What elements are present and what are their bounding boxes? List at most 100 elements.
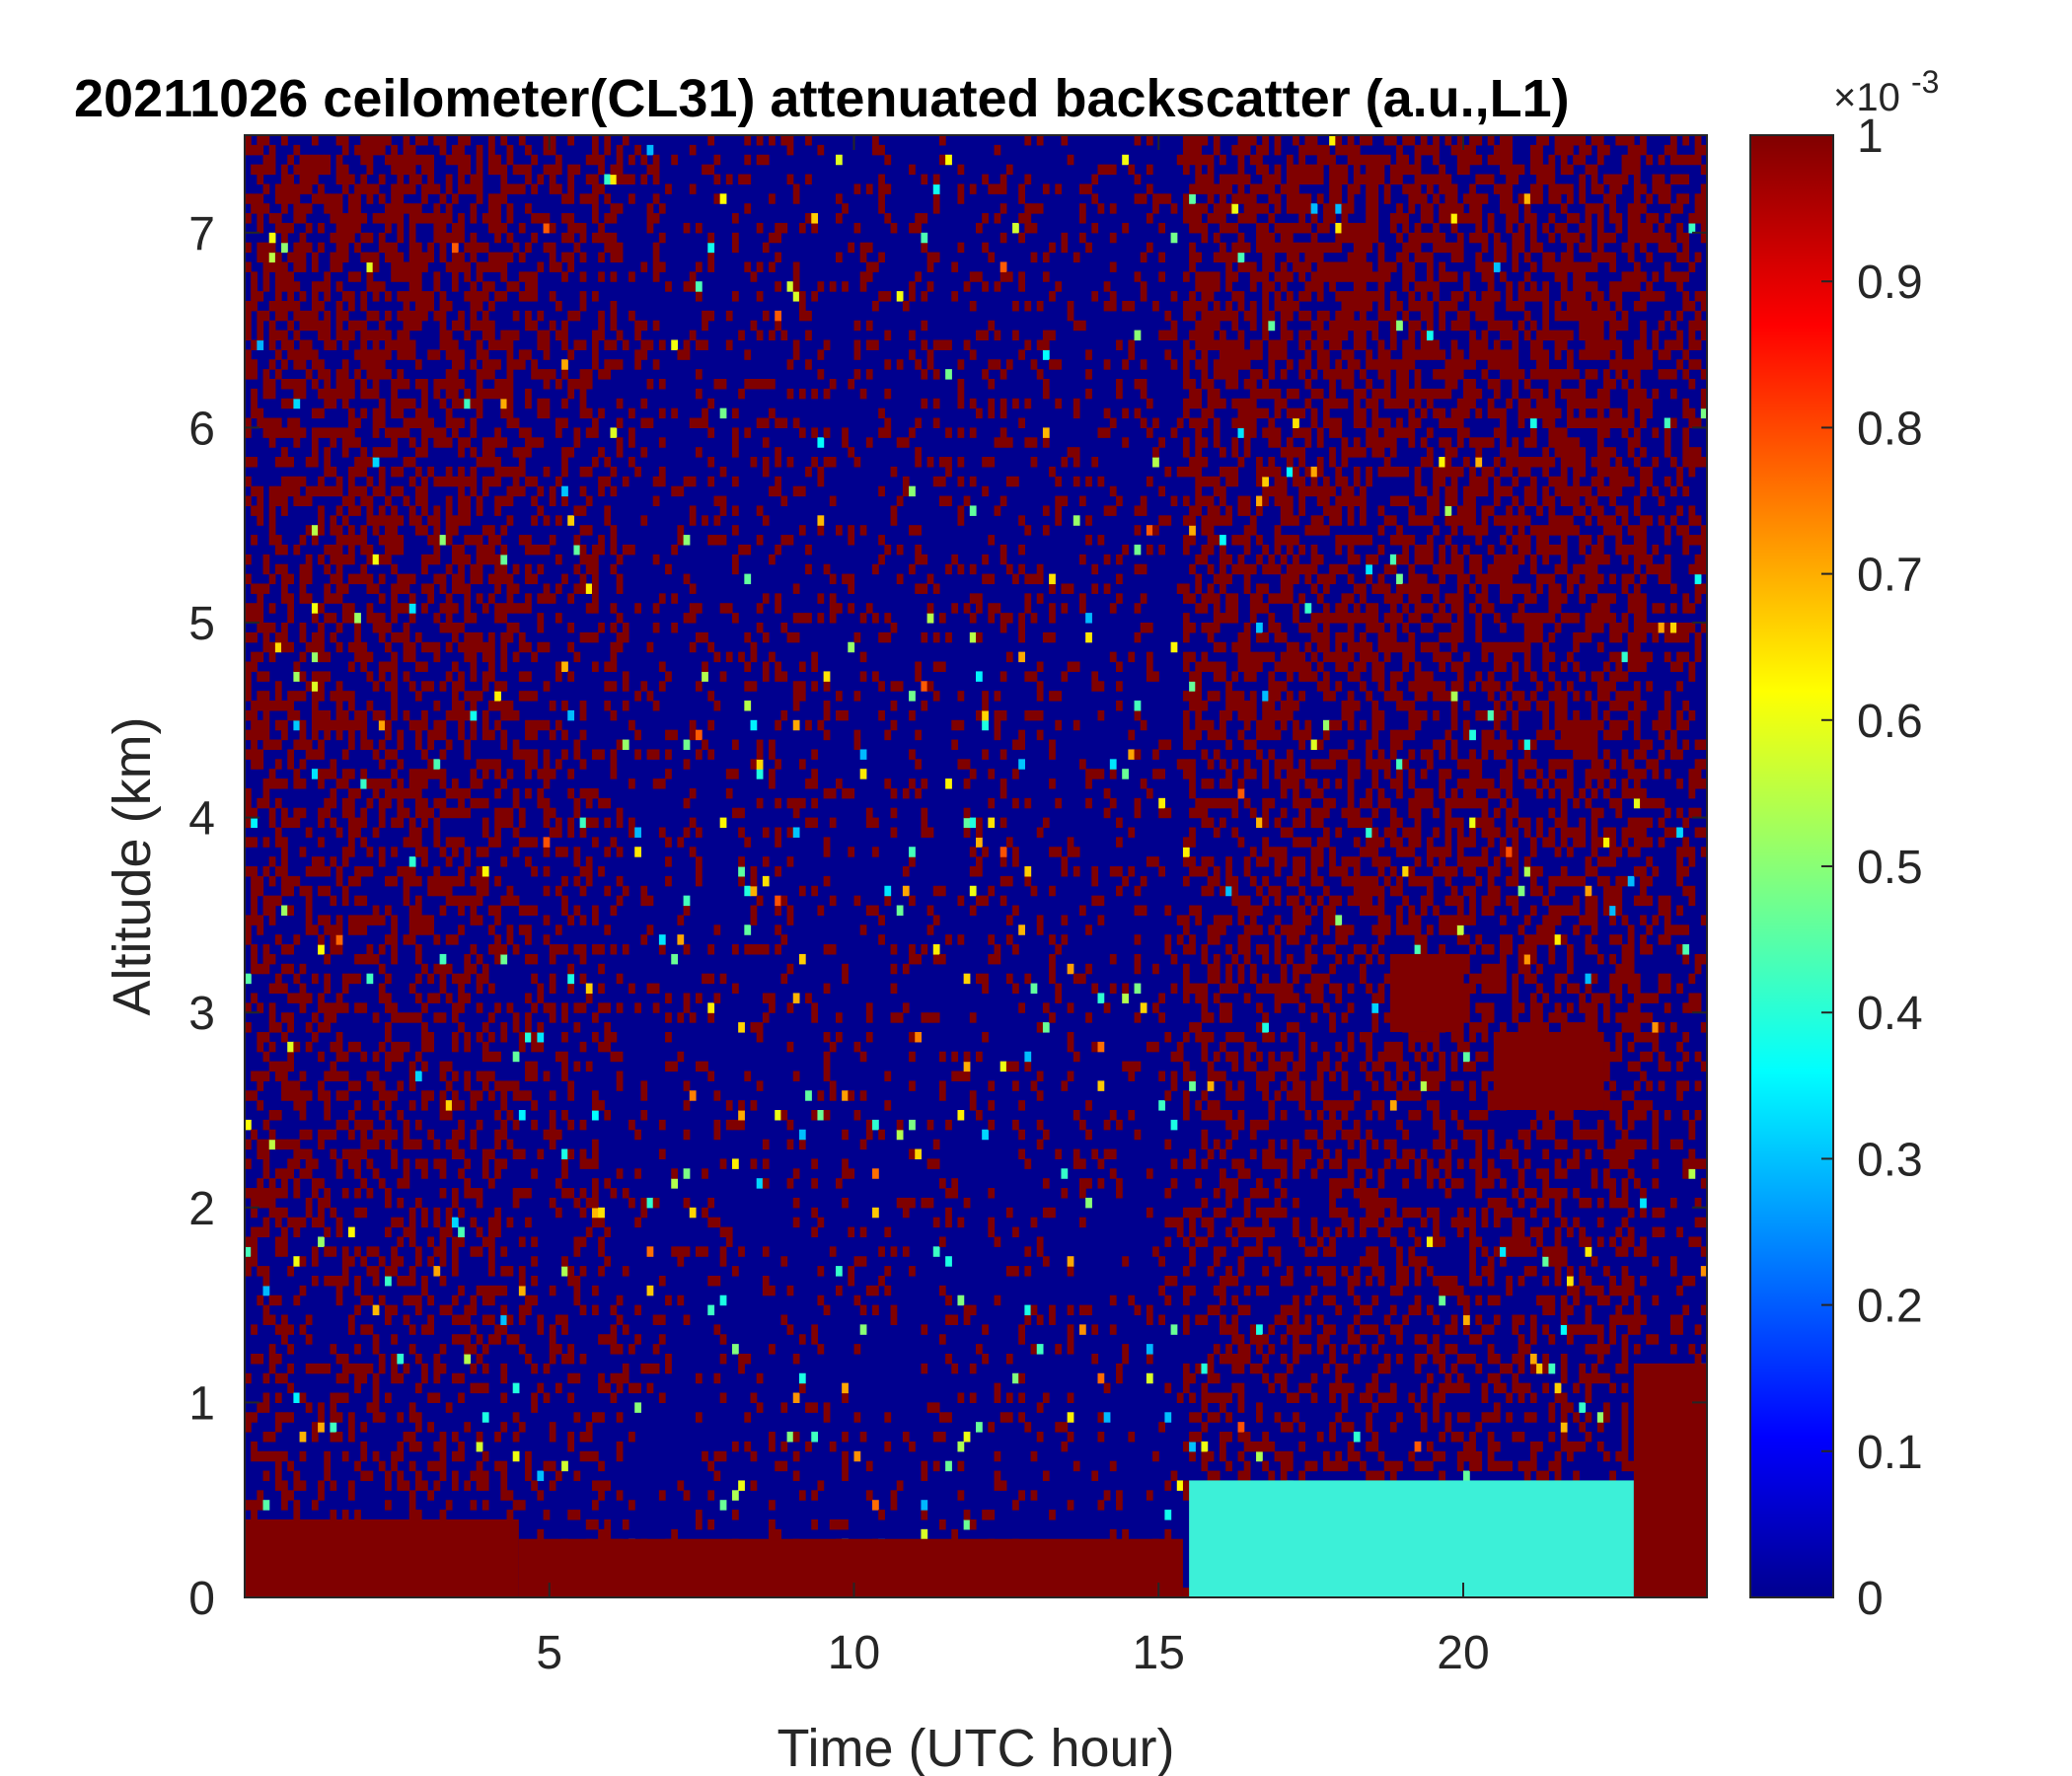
heatmap-cell: [488, 1246, 495, 1257]
heatmap-cell: [598, 1334, 605, 1345]
heatmap-cell: [385, 1304, 392, 1316]
heatmap-cell: [702, 661, 708, 672]
heatmap-cell: [354, 437, 361, 448]
heatmap-cell: [335, 934, 343, 945]
heatmap-cell: [481, 641, 489, 653]
heatmap-cell: [476, 1090, 483, 1101]
heatmap-cell: [909, 1080, 916, 1091]
heatmap-cell: [525, 719, 532, 731]
heatmap-cell: [481, 242, 489, 254]
heatmap-cell: [494, 603, 501, 614]
heatmap-cell: [378, 797, 386, 809]
heatmap-cell: [341, 369, 349, 380]
heatmap-cell: [324, 193, 332, 204]
heatmap-cell: [756, 759, 764, 770]
heatmap-cell: [360, 953, 368, 965]
heatmap-cell: [421, 681, 428, 692]
heatmap-cell: [262, 623, 270, 633]
heatmap-cell: [848, 1266, 855, 1277]
heatmap-cell: [274, 1324, 282, 1335]
heatmap-cell: [525, 320, 532, 332]
heatmap-cell: [427, 427, 435, 438]
heatmap-cell: [391, 875, 398, 887]
heatmap-cell: [268, 1002, 276, 1013]
heatmap-cell: [591, 1110, 599, 1121]
heatmap-cell: [579, 573, 587, 585]
heatmap-cell: [481, 1158, 489, 1169]
heatmap-cell: [1036, 1402, 1044, 1413]
heatmap-cell: [439, 573, 447, 585]
heatmap-cell: [347, 1314, 355, 1325]
heatmap-cell: [976, 1110, 983, 1121]
heatmap-cell: [274, 1392, 282, 1403]
heatmap-cell: [464, 271, 472, 282]
heatmap-cell: [531, 359, 538, 370]
heatmap-cell: [652, 495, 660, 507]
heatmap-cell: [274, 866, 282, 877]
heatmap-cell: [360, 1363, 368, 1374]
heatmap-cell: [251, 407, 258, 419]
heatmap-cell: [537, 1148, 545, 1159]
heatmap-cell: [616, 174, 624, 185]
heatmap-cell: [963, 1510, 971, 1520]
heatmap-cell: [1036, 1344, 1044, 1355]
heatmap-cell: [707, 719, 715, 731]
heatmap-cell: [414, 320, 422, 332]
heatmap-cell: [324, 1090, 332, 1101]
heatmap-cell: [500, 603, 508, 614]
heatmap-cell: [531, 291, 538, 302]
heatmap-cell: [397, 1041, 405, 1053]
heatmap-cell: [245, 135, 252, 146]
heatmap-cell: [543, 242, 551, 254]
heatmap-cell: [476, 1470, 483, 1482]
heatmap-cell: [360, 1470, 368, 1482]
heatmap-cell: [585, 154, 593, 166]
heatmap-cell: [683, 827, 691, 838]
heatmap-cell: [1012, 944, 1019, 955]
heatmap-cell: [1012, 1226, 1019, 1238]
heatmap-cell: [531, 1480, 538, 1491]
heatmap-cell: [999, 778, 1007, 789]
heatmap-cell: [372, 1100, 380, 1111]
heatmap-cell: [823, 671, 831, 682]
heatmap-cell: [372, 709, 380, 721]
heatmap-cell: [391, 1450, 398, 1462]
heatmap-cell: [360, 407, 368, 419]
heatmap-cell: [798, 1129, 806, 1141]
heatmap-cell: [245, 320, 252, 332]
heatmap-cell: [702, 671, 708, 682]
heatmap-cell: [433, 875, 441, 887]
heatmap-cell: [561, 1460, 568, 1472]
heatmap-cell: [251, 1324, 258, 1335]
heatmap-cell: [324, 164, 332, 176]
heatmap-cell: [458, 544, 465, 555]
heatmap-cell: [476, 388, 483, 400]
heatmap-cell: [378, 398, 386, 409]
heatmap-cell: [537, 613, 545, 624]
heatmap-cell: [543, 641, 551, 653]
heatmap-cell: [385, 905, 392, 916]
heatmap-cell: [324, 563, 332, 575]
heatmap-cell: [262, 1314, 270, 1325]
heatmap-cell: [543, 349, 551, 360]
heatmap-cell: [811, 1178, 819, 1189]
heatmap-cell: [397, 1197, 405, 1209]
heatmap-cell: [451, 515, 459, 526]
heatmap-cell: [464, 1188, 472, 1199]
heatmap-cell: [281, 1168, 288, 1179]
heatmap-cell: [506, 895, 514, 907]
heatmap-cell: [433, 554, 441, 565]
heatmap-cell: [500, 1422, 508, 1433]
heatmap-cell: [598, 271, 605, 282]
heatmap-cell: [738, 544, 745, 555]
heatmap-cell: [1018, 515, 1025, 526]
heatmap-cell: [531, 837, 538, 848]
heatmap-cell: [634, 1382, 641, 1394]
heatmap-cell: [262, 631, 270, 643]
heatmap-cell: [658, 944, 666, 955]
heatmap-cell: [811, 778, 819, 789]
heatmap-cell: [397, 261, 405, 272]
heatmap-cell: [414, 1158, 422, 1169]
heatmap-cell: [481, 359, 489, 370]
heatmap-cell: [549, 184, 556, 194]
